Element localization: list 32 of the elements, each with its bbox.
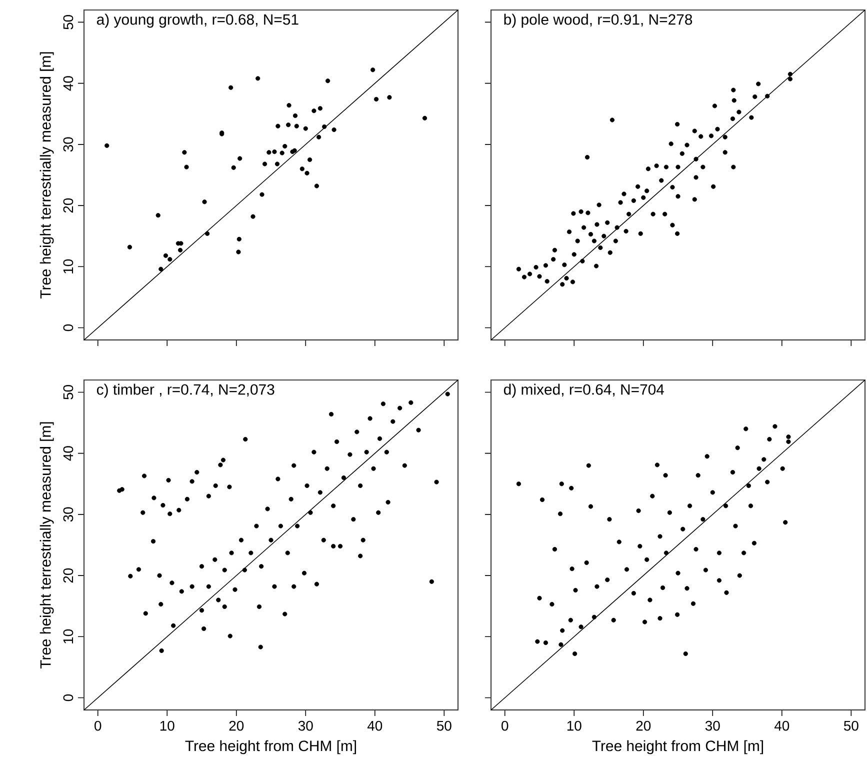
x-tick-label: 40 <box>367 720 382 731</box>
chart-title: d) mixed, r=0.64, N=704 <box>504 384 664 398</box>
chart-title: b) pole wood, r=0.91, N=278 <box>504 14 692 28</box>
x-tick-label: 10 <box>160 720 174 731</box>
y-tick-label: 20 <box>63 568 74 583</box>
y-axis-title: Tree height terrestrially measured [m] <box>40 52 54 299</box>
y-tick-label: 40 <box>63 446 74 461</box>
x-tick-label: 40 <box>774 720 790 731</box>
x-tick-label: 20 <box>229 720 244 731</box>
x-tick-label: 30 <box>705 720 720 731</box>
x-tick-label: 10 <box>567 720 582 731</box>
chart-title: a) young growth, r=0.68, N=51 <box>96 14 298 28</box>
y-axis-title: Tree height terrestrially measured [m] <box>40 422 54 669</box>
x-tick-label: 20 <box>636 720 651 731</box>
x-tick-label: 50 <box>844 720 858 731</box>
y-tick-label: 50 <box>63 14 74 30</box>
x-axis-title: Tree height from CHM [m] <box>185 740 356 754</box>
y-tick-label: 10 <box>63 629 74 644</box>
y-tick-label: 30 <box>63 137 74 152</box>
y-tick-label: 30 <box>63 507 74 522</box>
y-tick-label: 0 <box>63 694 74 702</box>
y-tick-label: 40 <box>63 76 74 91</box>
y-tick-label: 0 <box>63 324 74 332</box>
x-axis-title: Tree height from CHM [m] <box>592 740 763 754</box>
x-tick-label: 0 <box>94 720 102 731</box>
x-tick-label: 0 <box>502 720 508 731</box>
x-tick-label: 50 <box>436 720 452 731</box>
y-tick-label: 20 <box>63 198 74 213</box>
y-tick-label: 10 <box>63 259 74 274</box>
chart-title: c) timber , r=0.74, N=2,073 <box>96 384 274 398</box>
x-tick-label: 30 <box>298 720 313 731</box>
y-tick-label: 50 <box>63 384 74 400</box>
